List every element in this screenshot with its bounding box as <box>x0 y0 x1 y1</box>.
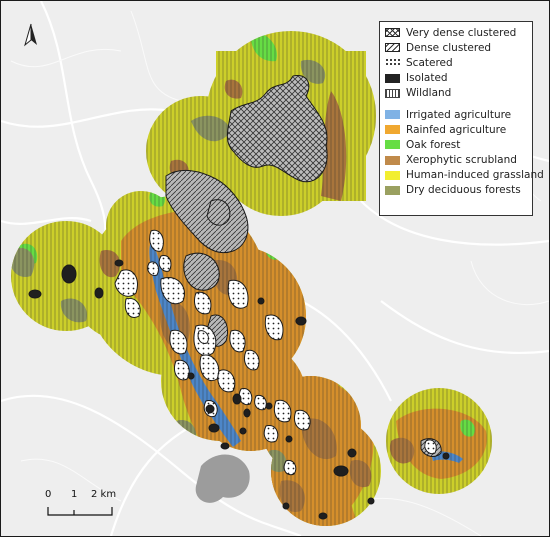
legend-item-dry-deciduous-forests: Dry deciduous forests <box>385 183 527 198</box>
scattered-clusters <box>114 229 437 476</box>
north-arrow-icon <box>24 23 37 47</box>
isolated-settlements <box>28 259 450 520</box>
reservoir <box>195 454 250 503</box>
scale-bar-graphic <box>47 507 113 516</box>
legend-item-human-induced-grassland: Human-induced grassland <box>385 168 544 183</box>
legend-item-wildland: Wildland <box>385 86 527 101</box>
legend-label: Dry deciduous forests <box>406 184 521 197</box>
north-arrow <box>23 23 39 51</box>
dense-cluster <box>206 199 231 226</box>
diagonal-swatch-icon <box>385 43 400 53</box>
color-swatch-icon <box>385 185 400 195</box>
legend-item-irrigated-agriculture: Irrigated agriculture <box>385 107 527 122</box>
legend-item-xerophytic-scrubland: Xerophytic scrubland <box>385 153 527 168</box>
color-swatch-icon <box>385 110 400 120</box>
color-swatch-icon <box>385 140 400 150</box>
legend-item-very-dense-clustered: Very dense clustered <box>385 25 527 40</box>
legend-label: Very dense clustered <box>406 26 517 39</box>
very-dense-cluster <box>226 74 328 183</box>
legend-item-scatered: Scatered <box>385 55 527 70</box>
settlement-layer <box>28 74 450 520</box>
legend-label: Rainfed agriculture <box>406 123 507 136</box>
legend-item-isolated: Isolated <box>385 71 527 86</box>
legend-label: Human-induced grassland <box>406 169 544 182</box>
legend-item-dense-clustered: Dense clustered <box>385 40 527 55</box>
crosshatch-swatch-icon <box>385 28 400 38</box>
solid-swatch-icon <box>385 73 400 83</box>
legend-label: Scatered <box>406 56 453 69</box>
legend-label: Wildland <box>406 87 452 100</box>
legend-label: Xerophytic scrubland <box>406 154 517 167</box>
dense-cluster <box>183 252 220 291</box>
scale-label-2km: 2 km <box>91 489 117 500</box>
legend-item-oak-forest: Oak forest <box>385 137 527 152</box>
legend-label: Oak forest <box>406 138 461 151</box>
vertical-lines-swatch-icon <box>385 88 400 98</box>
color-swatch-icon <box>385 170 400 180</box>
dots-swatch-icon <box>385 58 400 68</box>
legend-item-rainfed-agriculture: Rainfed agriculture <box>385 122 527 137</box>
scale-label-1: 1 <box>71 489 78 500</box>
color-swatch-icon <box>385 155 400 165</box>
scale-label-0: 0 <box>45 489 52 500</box>
dense-cluster <box>165 169 249 254</box>
legend-label: Isolated <box>406 72 448 85</box>
legend-label: Dense clustered <box>406 41 492 54</box>
map-legend: Very dense clustered Dense clustered Sca… <box>379 21 544 216</box>
color-swatch-icon <box>385 125 400 135</box>
legend-label: Irrigated agriculture <box>406 108 512 121</box>
